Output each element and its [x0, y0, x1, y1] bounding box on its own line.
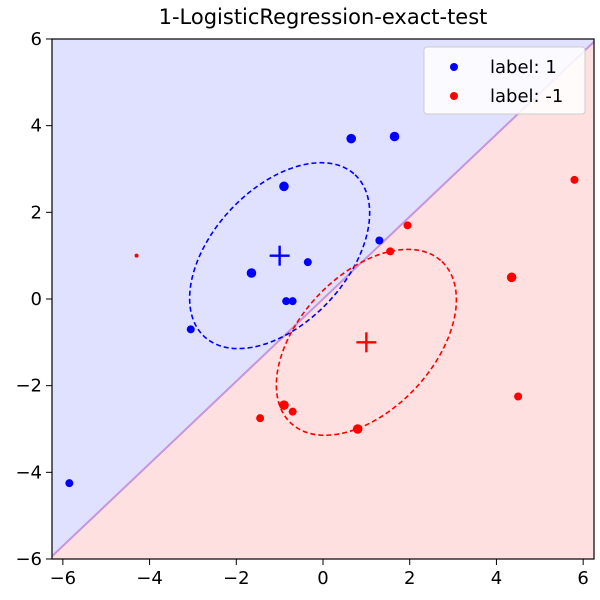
data-point-label-neg1	[403, 221, 412, 230]
x-tick-label: 0	[317, 568, 328, 589]
data-point-label-1	[346, 133, 356, 144]
y-tick-label: 4	[31, 116, 42, 137]
data-point-label-1	[282, 297, 291, 306]
data-point-label-1	[303, 258, 312, 267]
mean-marker-label-neg1	[356, 332, 377, 353]
data-point-label-1	[389, 131, 400, 142]
legend-box	[423, 46, 586, 115]
data-point-label-1	[186, 325, 195, 334]
x-tick-label: −4	[136, 568, 163, 589]
y-tick-label: −2	[15, 376, 42, 397]
data-point-label-neg1	[514, 392, 523, 401]
legend-label: label: -1	[490, 86, 563, 107]
data-point-label-1	[246, 268, 257, 278]
y-tick-label: 2	[31, 202, 42, 223]
data-point-label-1	[65, 479, 74, 488]
data-point-label-neg1	[279, 400, 289, 410]
legend: label: 1 label: -1	[423, 46, 586, 115]
y-tick-label: −6	[15, 549, 42, 570]
x-tick-label: −6	[50, 568, 77, 589]
data-point-label-neg1	[570, 175, 579, 184]
chart-title: 1-LogisticRegression-exact-test	[159, 5, 488, 29]
x-tick-label: −2	[223, 568, 250, 589]
legend-label: label: 1	[490, 57, 557, 78]
x-tick-label: 2	[404, 568, 415, 589]
legend-marker	[450, 92, 458, 100]
plot-area	[52, 39, 594, 559]
covariance-ellipse-label-neg1	[275, 248, 458, 437]
data-point-label-neg1	[134, 253, 139, 258]
data-point-label-1	[279, 181, 289, 192]
x-tick-label: 6	[577, 568, 588, 589]
y-tick-label: 6	[31, 29, 42, 50]
y-tick-label: −4	[15, 462, 42, 483]
x-tick-label: 4	[491, 568, 502, 589]
data-point-label-1	[375, 236, 384, 245]
axes: −6 −4 −2 0 2 4 6 −6 −4 −2 0 2 4 6	[15, 29, 588, 589]
data-point-label-1	[288, 297, 297, 306]
covariance-ellipse-label-1	[188, 161, 371, 350]
legend-marker	[450, 63, 458, 71]
data-point-label-neg1	[386, 247, 395, 256]
data-point-label-neg1	[288, 407, 297, 416]
y-tick-label: 0	[31, 289, 42, 310]
data-point-label-neg1	[352, 424, 363, 434]
data-point-label-neg1	[256, 414, 265, 423]
data-point-label-neg1	[506, 272, 517, 283]
mean-marker-label-1	[269, 245, 290, 266]
